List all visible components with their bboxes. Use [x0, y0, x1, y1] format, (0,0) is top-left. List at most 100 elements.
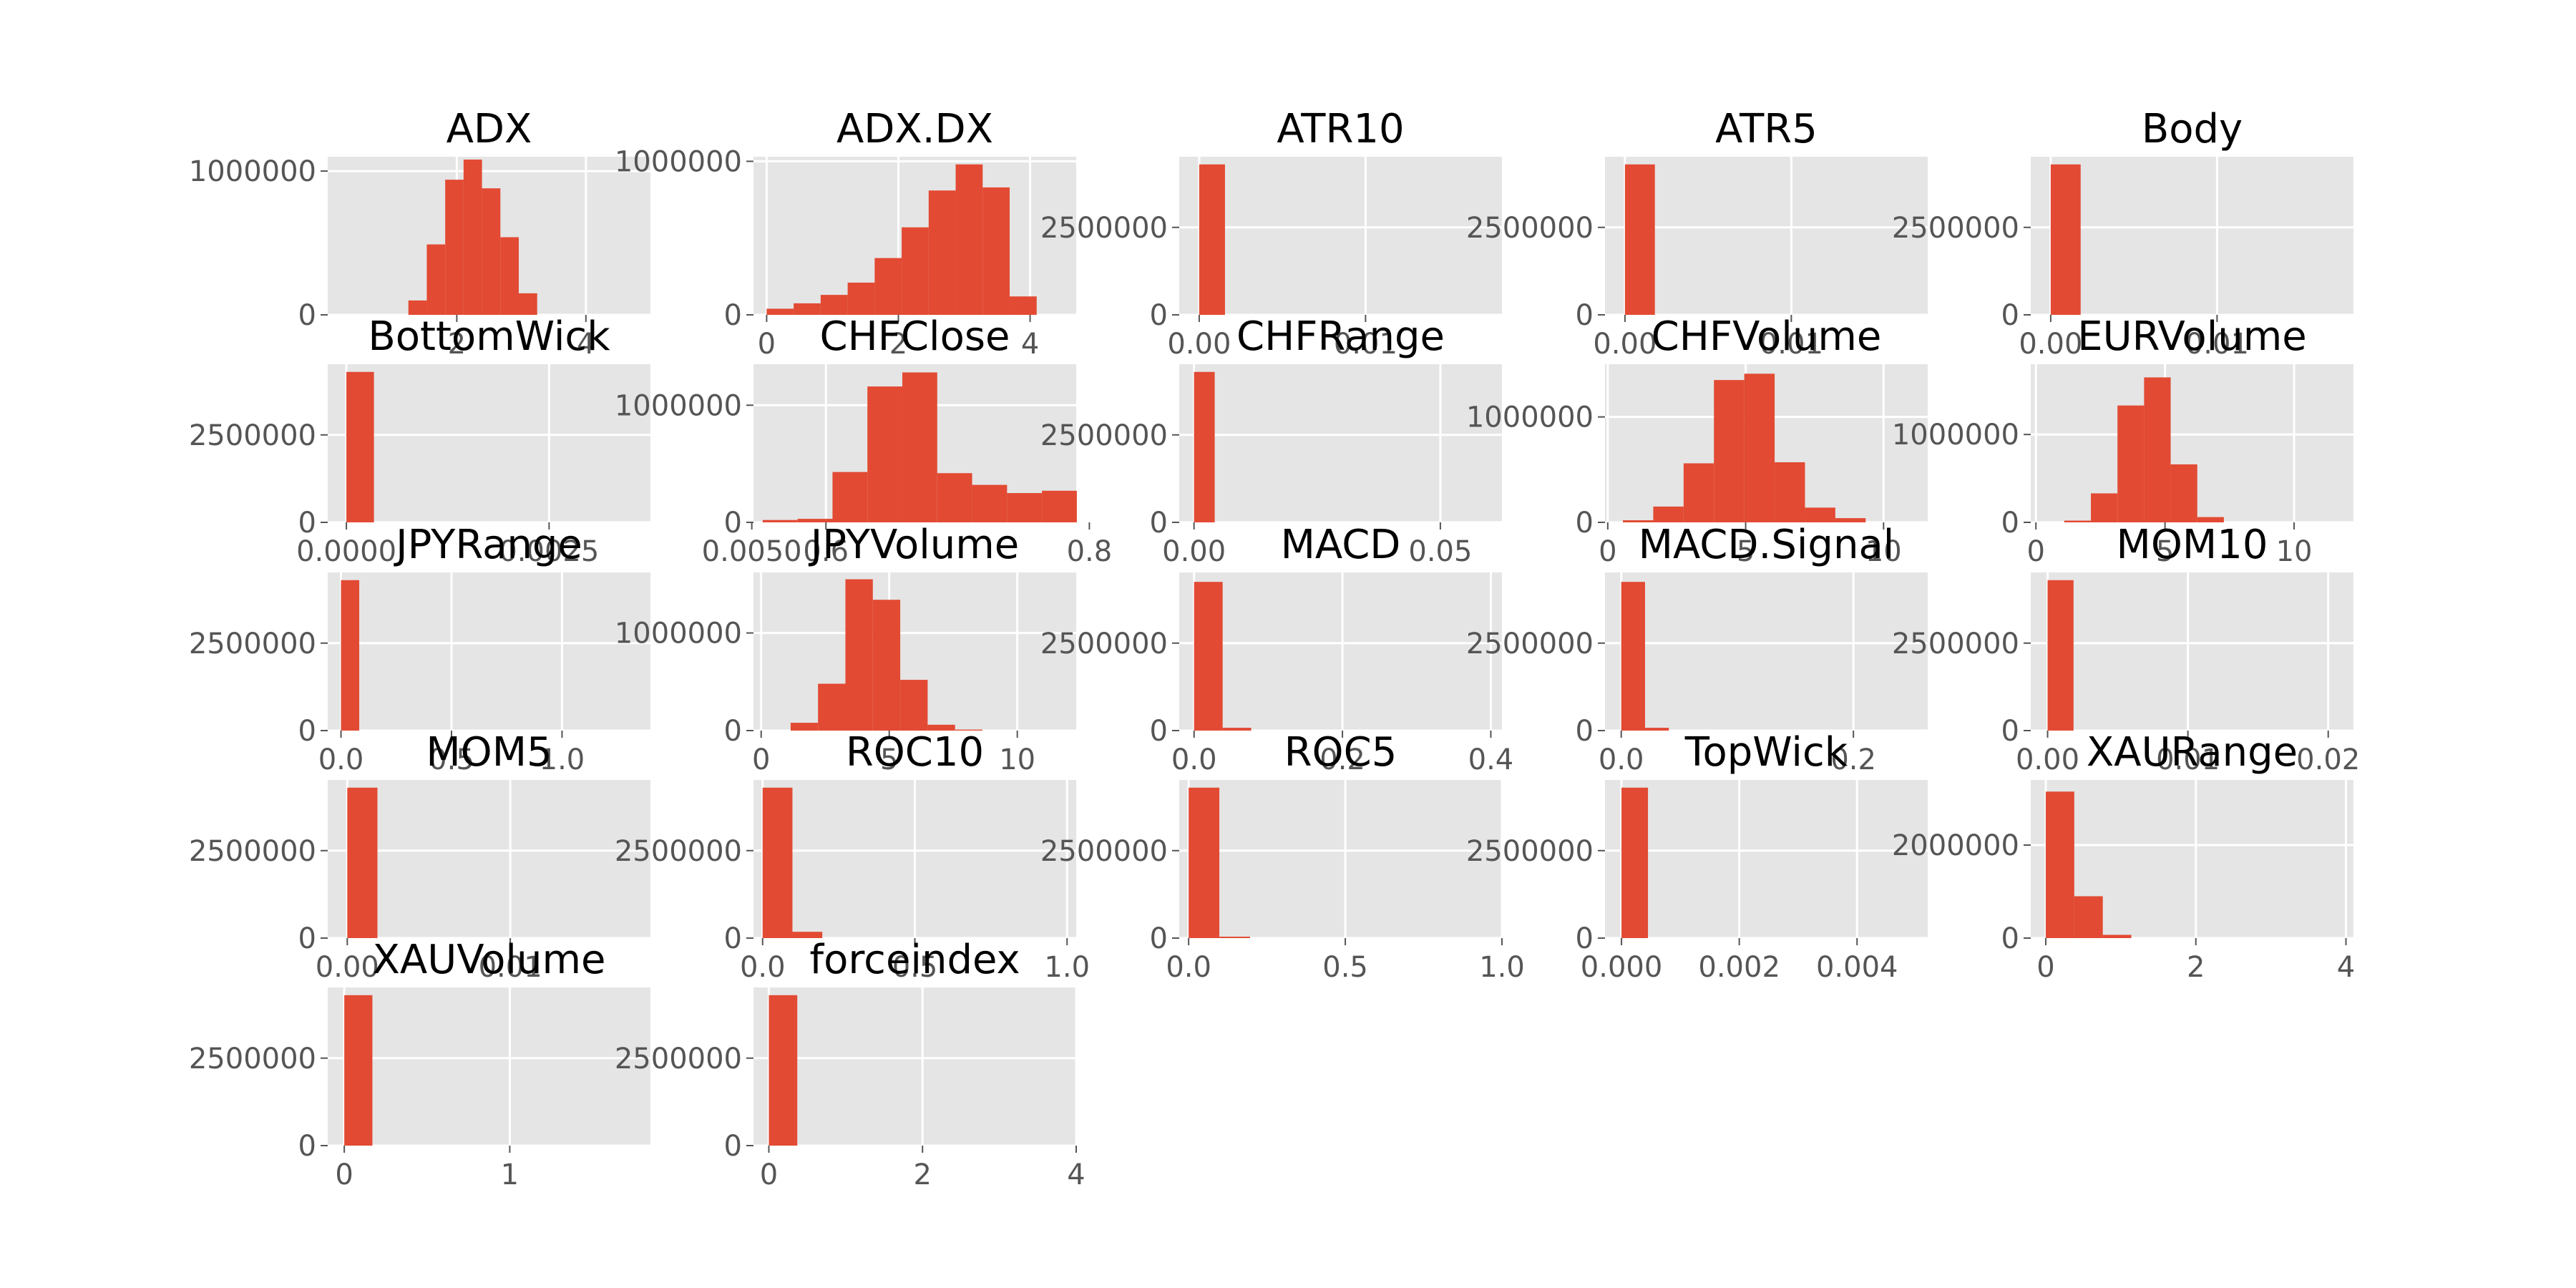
subplot-atr10: 0.00 0.01 0 2500000 ATR10: [1040, 106, 1502, 361]
histogram-bar: [1621, 582, 1645, 731]
subplot-macd-signal: 0.0 0.2 0 2500000 MACD.Signal: [1466, 522, 1928, 776]
histogram-bar: [2091, 493, 2118, 522]
x-tick-label: 1.0: [1044, 951, 1090, 984]
histogram-bar: [1010, 296, 1037, 315]
plot-area: [2031, 157, 2353, 315]
histogram-bar: [902, 227, 929, 315]
y-tick-label: 0: [298, 922, 316, 955]
x-tick-label: 0.8: [1067, 535, 1113, 568]
subplot-chfrange: 0.00 0.05 0 2500000 CHFRange: [1040, 313, 1502, 568]
y-tick-label: 2500000: [1040, 419, 1168, 452]
histogram-bar: [1199, 164, 1225, 315]
x-tick-label: 0.00: [316, 951, 379, 984]
histogram-bar: [1744, 374, 1775, 522]
x-tick-label: 0.5: [892, 951, 938, 984]
y-tick-label: 1000000: [1892, 419, 2019, 452]
subplot-mom10: 0.00 0.01 0.02 0 2500000 MOM10: [1892, 522, 2360, 776]
subplot-title: TopWick: [1684, 729, 1848, 776]
plot-area: [1179, 364, 1502, 522]
x-tick-label: 0: [2036, 951, 2054, 984]
plot-area: [1605, 780, 1928, 938]
y-tick-label: 2500000: [189, 1043, 316, 1075]
histogram-bar: [955, 164, 983, 315]
x-tick-label: 0.0025: [499, 535, 599, 568]
subplot-title: XAURange: [2087, 729, 2298, 776]
y-tick-label: 2500000: [1466, 835, 1594, 868]
y-tick-label: 0: [298, 507, 316, 540]
x-tick-label: 0.0000: [296, 535, 396, 568]
histogram-bar: [1007, 493, 1043, 522]
y-tick-label: 0: [1576, 715, 1594, 748]
histogram-bar: [2144, 377, 2171, 522]
y-tick-label: 2500000: [1892, 212, 2019, 245]
subplot-body: 0.00 0.01 0 2500000 Body: [1892, 106, 2353, 361]
x-tick-label: 0.01: [2156, 743, 2220, 776]
histogram-bar: [955, 729, 982, 731]
x-tick-label: 0.00: [1593, 328, 1657, 361]
plot-area: [1179, 780, 1502, 938]
histogram-bar: [344, 995, 373, 1146]
plot-area: [328, 780, 650, 938]
x-tick-label: 0: [335, 1158, 353, 1191]
histogram-bar: [2074, 896, 2103, 938]
subplot-title: ATR10: [1277, 106, 1404, 152]
histogram-bar: [845, 579, 873, 731]
x-tick-label: 0.01: [2185, 328, 2249, 361]
y-tick-label: 2500000: [189, 835, 316, 868]
histogram-bar: [2050, 164, 2081, 315]
y-tick-label: 1000000: [1466, 401, 1594, 434]
subplot-mom5: 0.00 0.01 0 2500000 MOM5: [189, 729, 650, 984]
subplot-xaurange: 0 2 4 0 2000000 XAURange: [1892, 729, 2355, 984]
subplot-forceindex: 0 2 4 0 2500000 forceindex: [615, 937, 1085, 1191]
y-tick-label: 0: [1576, 299, 1594, 332]
subplot-title: CHFRange: [1236, 313, 1445, 360]
x-tick-label: 0: [758, 328, 776, 361]
histogram-bar: [2102, 935, 2132, 938]
x-tick-label: 0.01: [1760, 328, 1823, 361]
y-tick-label: 0: [2001, 922, 2019, 955]
y-tick-label: 0: [2001, 299, 2019, 332]
subplot-adx-dx: 0 2 4 0 1000000 ADX.DX: [615, 106, 1076, 361]
histogram-bar: [872, 600, 901, 731]
histogram-bar: [900, 680, 928, 731]
subplot-title: CHFVolume: [1652, 313, 1882, 360]
histogram-bar: [902, 372, 937, 522]
subplot-chfclose: 0.6 0.8 0 1000000 CHFClose: [615, 313, 1112, 568]
histogram-bar: [500, 237, 519, 315]
histogram-bar: [2045, 791, 2074, 938]
y-tick-label: 0: [724, 299, 742, 332]
y-tick-label: 2500000: [1040, 212, 1168, 245]
x-tick-label: 0.00: [2019, 328, 2082, 361]
histogram-bar: [1714, 380, 1745, 522]
subplot-title: MACD.Signal: [1639, 522, 1895, 568]
x-tick-label: 0: [752, 743, 770, 776]
histogram-bar: [1683, 463, 1714, 522]
histogram-bar: [426, 244, 446, 315]
histogram-bar: [762, 519, 798, 522]
histogram-bar: [408, 300, 427, 315]
subplot-title: ATR5: [1715, 106, 1818, 152]
x-tick-label: 0.00: [1162, 535, 1226, 568]
x-tick-label: 0.5: [1322, 951, 1368, 984]
x-tick-label: 0.6: [803, 535, 849, 568]
histogram-bar: [847, 282, 875, 315]
x-tick-label: 4: [577, 328, 595, 361]
y-tick-label: 2500000: [1040, 628, 1168, 660]
histogram-bar: [1194, 582, 1223, 731]
subplot-title: MACD: [1281, 522, 1401, 568]
subplot-title: EURVolume: [2077, 313, 2307, 360]
subplot-adx: 2 4 0 1000000 ADX: [189, 106, 650, 361]
histogram-bar: [1194, 371, 1215, 522]
x-tick-label: 0.2: [1830, 743, 1876, 776]
plot-area: [753, 987, 1076, 1146]
histogram-bar: [818, 683, 846, 731]
histogram-bar: [769, 995, 798, 1146]
x-tick-label: 4: [1021, 328, 1039, 361]
subplot-title: JPYRange: [394, 522, 582, 568]
subplot-title: BottomWick: [368, 313, 610, 360]
x-tick-label: 0.004: [1816, 951, 1898, 984]
x-tick-label: 2: [2187, 951, 2205, 984]
plot-area: [328, 364, 650, 522]
